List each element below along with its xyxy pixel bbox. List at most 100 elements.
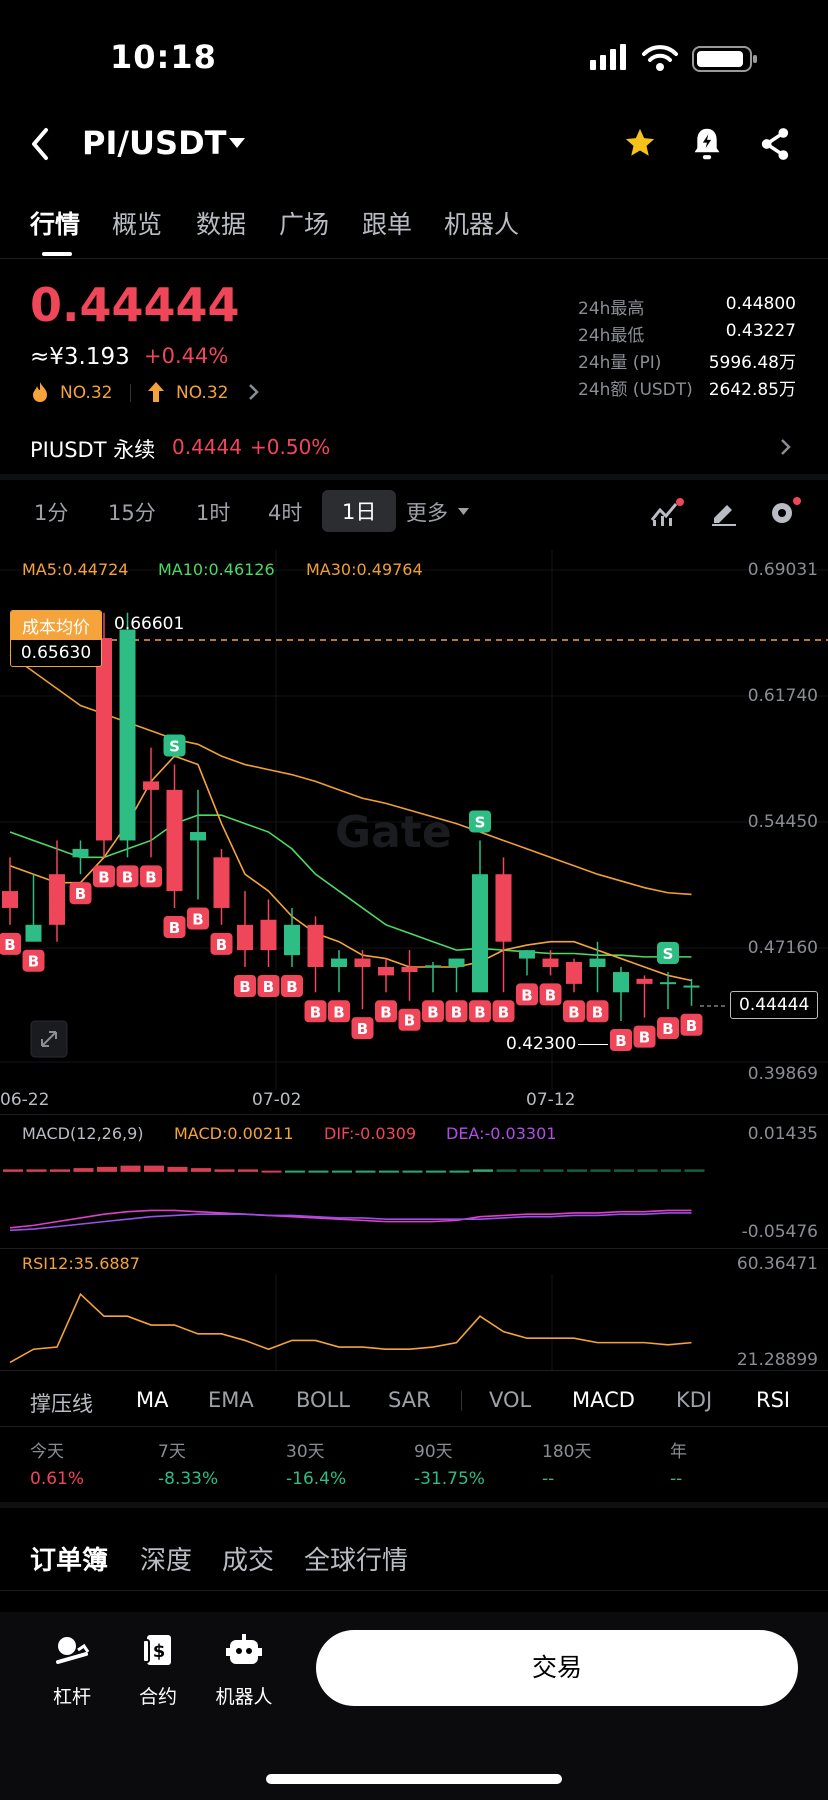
buy-marker: B bbox=[257, 974, 280, 997]
candle-body bbox=[72, 848, 89, 858]
robot-icon[interactable] bbox=[226, 1632, 262, 1668]
gain-rank: NO.32 bbox=[176, 383, 229, 403]
marker-label: S bbox=[663, 945, 674, 963]
timeframe-1d[interactable]: 1日 bbox=[322, 490, 397, 532]
candle-body bbox=[613, 972, 629, 993]
settings-gear-icon[interactable] bbox=[768, 496, 802, 528]
tab-market[interactable]: 行情 bbox=[30, 210, 81, 239]
nav-bot-label[interactable]: 机器人 bbox=[215, 1686, 273, 1708]
buy-marker: B bbox=[140, 865, 162, 888]
indicator-sar[interactable]: SAR bbox=[388, 1388, 431, 1412]
buy-marker: B bbox=[633, 1025, 656, 1048]
marker-bg bbox=[163, 915, 186, 938]
alert-bell-icon[interactable] bbox=[690, 126, 724, 162]
macd-hist-bar bbox=[73, 1168, 94, 1172]
share-icon[interactable] bbox=[758, 126, 792, 162]
indicator-rsi[interactable]: RSI bbox=[756, 1388, 791, 1412]
perf-value-180d: -- bbox=[542, 1469, 555, 1489]
macd-value: MACD:0.00211 bbox=[174, 1124, 294, 1143]
macd-hist-bar bbox=[144, 1165, 164, 1172]
star-icon[interactable] bbox=[622, 126, 658, 160]
tab-trades[interactable]: 成交 bbox=[222, 1546, 275, 1576]
marker-bg bbox=[633, 1025, 656, 1048]
tab-orderbook[interactable]: 订单簿 bbox=[30, 1546, 109, 1576]
macd-hist-bar bbox=[3, 1169, 23, 1172]
buy-marker: B bbox=[0, 932, 21, 955]
macd-hist-bar bbox=[261, 1170, 282, 1173]
leverage-icon[interactable] bbox=[54, 1632, 90, 1668]
ma10-legend: MA10:0.46126 bbox=[158, 560, 275, 579]
tab-overview[interactable]: 概览 bbox=[112, 210, 163, 239]
indicator-icon[interactable] bbox=[650, 498, 684, 526]
macd-hist-bar bbox=[402, 1170, 423, 1173]
candle-body bbox=[425, 965, 441, 968]
marker-label: B bbox=[145, 868, 156, 886]
indicator-macd[interactable]: MACD bbox=[572, 1388, 635, 1412]
tab-global-market[interactable]: 全球行情 bbox=[304, 1546, 409, 1576]
marker-label: B bbox=[122, 868, 133, 886]
stat-value-low: 0.43227 bbox=[725, 321, 796, 341]
back-icon[interactable] bbox=[28, 126, 52, 162]
contract-icon[interactable]: $ bbox=[140, 1632, 176, 1668]
buy-marker: B bbox=[422, 1000, 444, 1023]
candle-body bbox=[354, 958, 371, 967]
caret-down-icon[interactable] bbox=[458, 508, 469, 516]
marker-label: B bbox=[169, 919, 180, 937]
pair-title[interactable]: PI/USDT bbox=[82, 124, 227, 162]
draw-tool-icon[interactable] bbox=[710, 500, 738, 526]
marker-label: B bbox=[474, 1003, 485, 1021]
marker-label: B bbox=[263, 978, 274, 996]
marker-bg bbox=[328, 1000, 350, 1023]
buy-marker: B bbox=[281, 974, 303, 997]
ma30-line bbox=[9, 654, 692, 896]
perf-label-7d: 7天 bbox=[158, 1442, 186, 1462]
marker-bg bbox=[563, 1000, 585, 1023]
indicator-support-resistance[interactable]: 撑压线 bbox=[30, 1392, 93, 1416]
nav-leverage-label[interactable]: 杠杆 bbox=[52, 1686, 91, 1708]
timeframe-15m[interactable]: 15分 bbox=[108, 501, 156, 525]
timeframe-1m[interactable]: 1分 bbox=[34, 501, 69, 525]
fullscreen-icon[interactable] bbox=[30, 1020, 68, 1058]
candle-body bbox=[213, 857, 230, 908]
buy-marker: B bbox=[516, 983, 538, 1006]
marker-bg bbox=[610, 1028, 632, 1051]
timeframe-1h[interactable]: 1时 bbox=[196, 501, 231, 525]
perf-value-1y: -- bbox=[670, 1469, 683, 1489]
stat-label-low: 24h最低 bbox=[578, 326, 645, 346]
marker-label: B bbox=[615, 1032, 626, 1050]
stat-label-turnover: 24h额 (USDT) bbox=[578, 380, 693, 400]
candle-body bbox=[636, 978, 653, 984]
buy-marker: B bbox=[563, 1000, 585, 1023]
perp-row[interactable]: PIUSDT 永续 0.4444 +0.50% bbox=[0, 424, 828, 474]
buy-marker: B bbox=[657, 1017, 679, 1040]
perp-name: PIUSDT 永续 bbox=[30, 438, 156, 462]
indicator-boll[interactable]: BOLL bbox=[296, 1388, 350, 1412]
tab-data[interactable]: 数据 bbox=[196, 210, 247, 239]
marker-label: B bbox=[310, 1003, 321, 1021]
marker-label: B bbox=[592, 1003, 603, 1021]
indicator-vol[interactable]: VOL bbox=[489, 1388, 532, 1412]
chevron-down-icon[interactable] bbox=[228, 137, 246, 149]
indicator-kdj[interactable]: KDJ bbox=[676, 1388, 713, 1412]
home-indicator bbox=[266, 1774, 562, 1784]
candle-body bbox=[96, 638, 112, 841]
timeframe-more[interactable]: 更多 bbox=[406, 501, 448, 525]
marker-bg bbox=[539, 983, 562, 1006]
nav-contract-label[interactable]: 合约 bbox=[138, 1686, 177, 1708]
tab-square[interactable]: 广场 bbox=[279, 210, 330, 239]
macd-hist-bar bbox=[238, 1169, 258, 1172]
indicator-ma[interactable]: MA bbox=[136, 1388, 169, 1412]
candle-body bbox=[307, 924, 324, 967]
timeframe-4h[interactable]: 4时 bbox=[268, 501, 303, 525]
tab-copy-trade[interactable]: 跟单 bbox=[362, 210, 413, 239]
stat-value-turnover: 2642.85万 bbox=[708, 380, 796, 400]
tab-depth[interactable]: 深度 bbox=[140, 1546, 193, 1576]
tab-bot[interactable]: 机器人 bbox=[444, 210, 520, 239]
indicator-ema[interactable]: EMA bbox=[208, 1388, 254, 1412]
marker-bg bbox=[657, 1017, 679, 1040]
price-axis-label: 0.54450 bbox=[747, 812, 818, 832]
trade-button[interactable]: 交易 bbox=[316, 1630, 798, 1706]
chevron-right-icon[interactable] bbox=[248, 383, 260, 401]
stat-label-high: 24h最高 bbox=[578, 299, 645, 319]
